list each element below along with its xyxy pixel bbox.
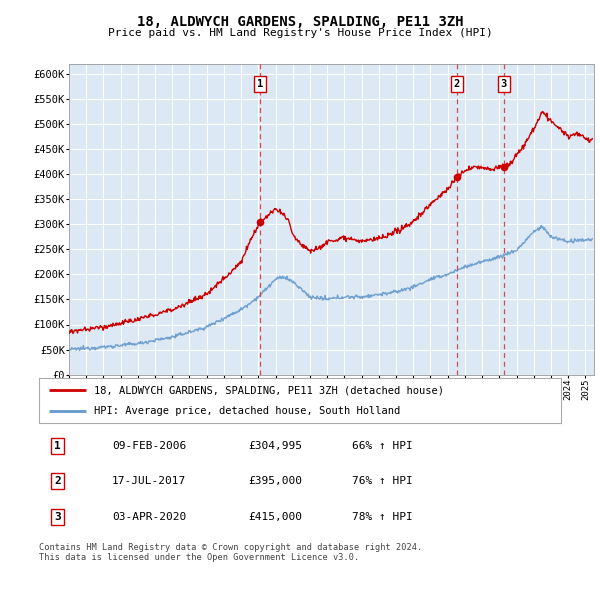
Text: 18, ALDWYCH GARDENS, SPALDING, PE11 3ZH (detached house): 18, ALDWYCH GARDENS, SPALDING, PE11 3ZH … bbox=[94, 385, 444, 395]
Text: £304,995: £304,995 bbox=[248, 441, 302, 451]
Text: 03-APR-2020: 03-APR-2020 bbox=[112, 512, 187, 522]
Text: 2: 2 bbox=[454, 79, 460, 89]
Text: 09-FEB-2006: 09-FEB-2006 bbox=[112, 441, 187, 451]
Text: 2: 2 bbox=[54, 476, 61, 486]
Text: £415,000: £415,000 bbox=[248, 512, 302, 522]
Text: 3: 3 bbox=[54, 512, 61, 522]
Text: HPI: Average price, detached house, South Holland: HPI: Average price, detached house, Sout… bbox=[94, 406, 400, 416]
Text: 1: 1 bbox=[257, 79, 263, 89]
Text: £395,000: £395,000 bbox=[248, 476, 302, 486]
Text: This data is licensed under the Open Government Licence v3.0.: This data is licensed under the Open Gov… bbox=[39, 553, 359, 562]
Text: 1: 1 bbox=[54, 441, 61, 451]
Text: Price paid vs. HM Land Registry's House Price Index (HPI): Price paid vs. HM Land Registry's House … bbox=[107, 28, 493, 38]
Text: 66% ↑ HPI: 66% ↑ HPI bbox=[352, 441, 413, 451]
Text: Contains HM Land Registry data © Crown copyright and database right 2024.: Contains HM Land Registry data © Crown c… bbox=[39, 543, 422, 552]
Text: 3: 3 bbox=[500, 79, 507, 89]
Text: 18, ALDWYCH GARDENS, SPALDING, PE11 3ZH: 18, ALDWYCH GARDENS, SPALDING, PE11 3ZH bbox=[137, 15, 463, 30]
Text: 76% ↑ HPI: 76% ↑ HPI bbox=[352, 476, 413, 486]
Text: 17-JUL-2017: 17-JUL-2017 bbox=[112, 476, 187, 486]
Text: 78% ↑ HPI: 78% ↑ HPI bbox=[352, 512, 413, 522]
